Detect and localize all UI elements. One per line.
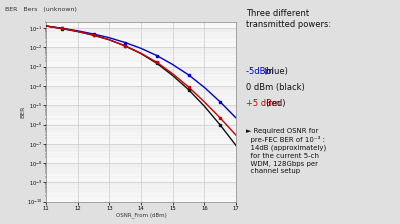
Text: +5 dBm: +5 dBm <box>246 99 283 108</box>
Text: -5dBm: -5dBm <box>246 67 276 76</box>
X-axis label: OSNR_From (dBm): OSNR_From (dBm) <box>116 212 166 218</box>
Text: (blue): (blue) <box>263 67 288 76</box>
Text: Three different
transmitted powers:: Three different transmitted powers: <box>246 9 331 29</box>
Text: ► Required OSNR for
  pre-FEC BER of 10⁻³ :
  14dB (approximately)
  for the cur: ► Required OSNR for pre-FEC BER of 10⁻³ … <box>246 128 326 174</box>
Text: 0 dBm (black): 0 dBm (black) <box>246 83 305 92</box>
Y-axis label: BER: BER <box>20 106 25 118</box>
Text: BER   Bers   (unknown): BER Bers (unknown) <box>5 7 77 12</box>
Text: (red): (red) <box>266 99 286 108</box>
